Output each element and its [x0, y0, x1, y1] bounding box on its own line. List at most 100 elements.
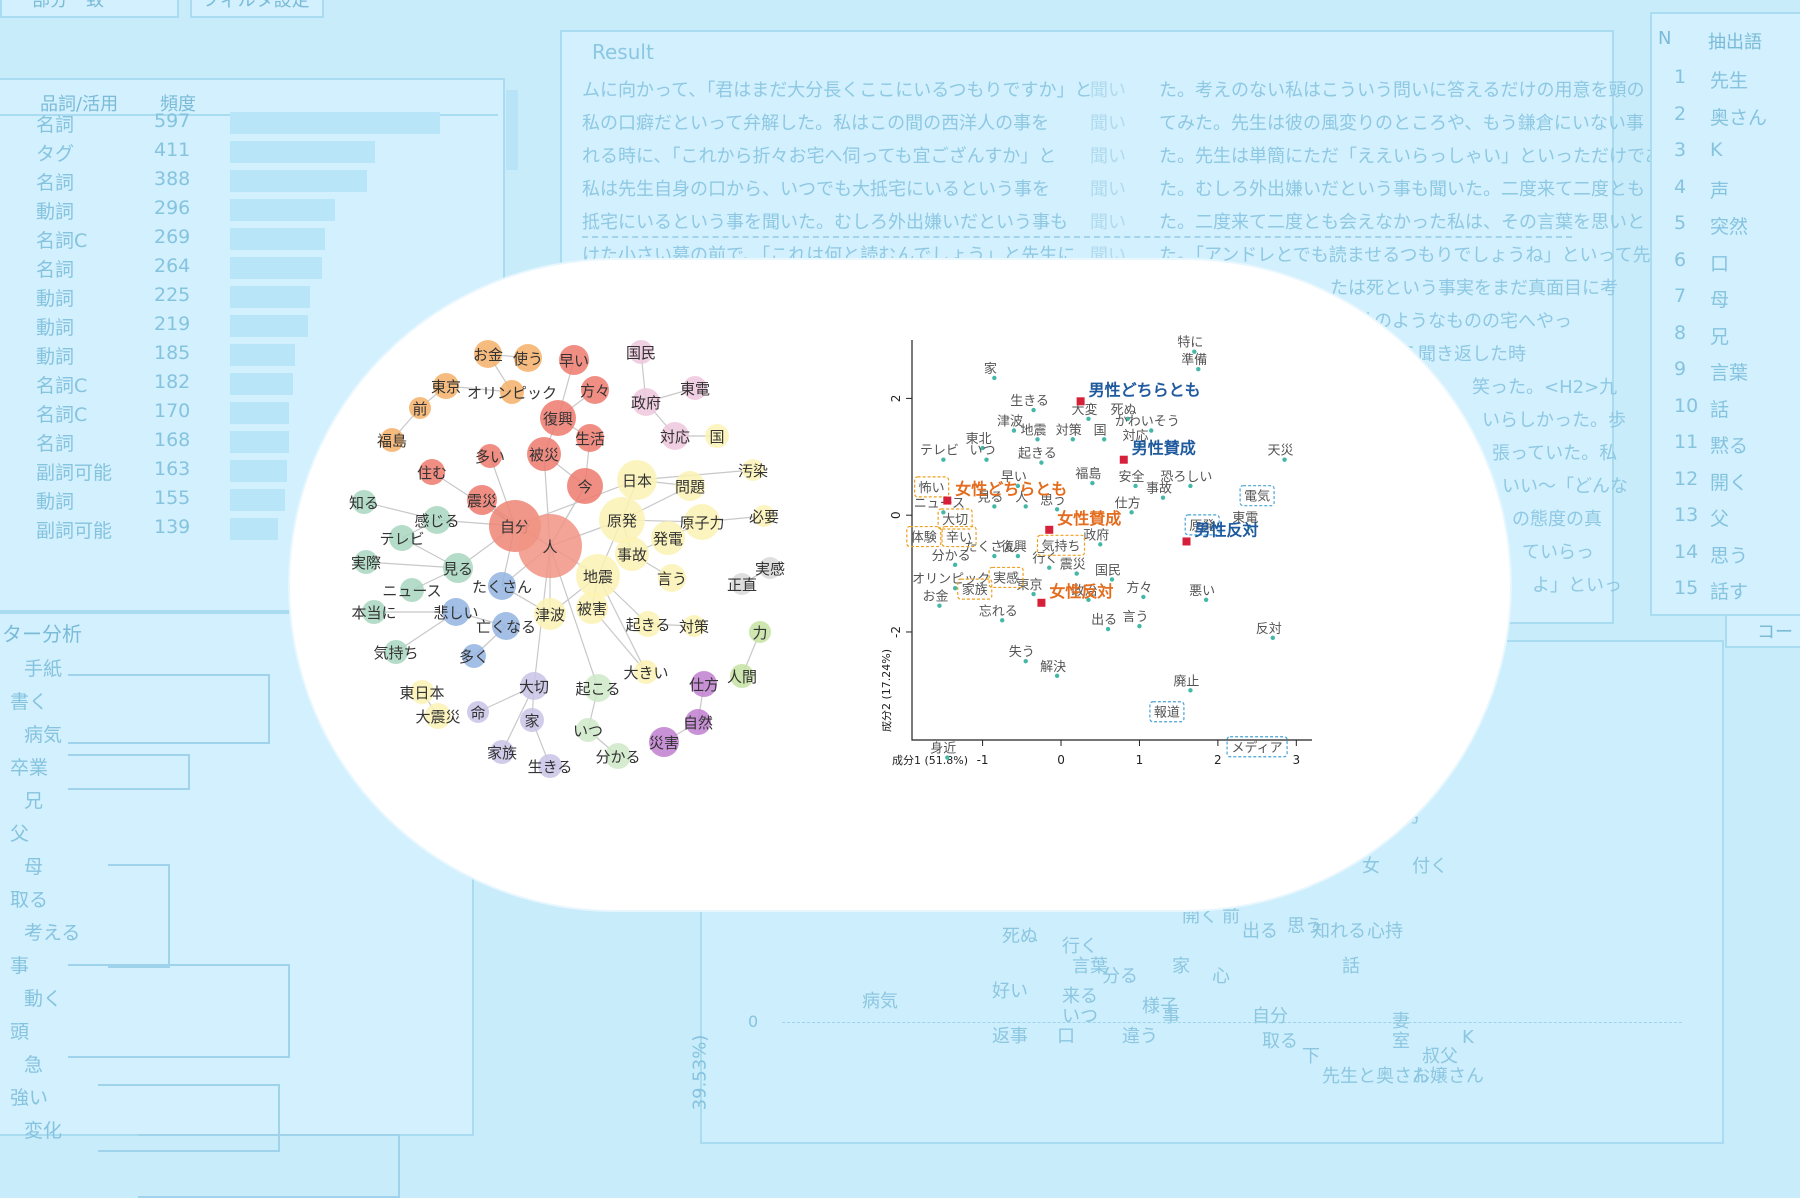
- table-row[interactable]: 名詞C 269: [0, 224, 498, 252]
- list-item[interactable]: 14 思う: [1652, 541, 1800, 571]
- kwic-right-context: たは死という事実をまだ真面目に考: [1330, 278, 1618, 299]
- network-node-circle: [520, 708, 544, 732]
- freq-bar: [230, 373, 293, 395]
- network-node-label: 早い: [559, 352, 589, 370]
- biplot-word-label: 恐ろしい: [1160, 470, 1212, 485]
- biplot-axes: [911, 340, 1312, 741]
- network-node-label: 対応: [660, 428, 690, 446]
- list-item[interactable]: 2 奥さん: [1652, 103, 1800, 133]
- network-node: 早い: [559, 345, 589, 375]
- list-item[interactable]: 11 黙る: [1652, 431, 1800, 461]
- network-node-circle: [380, 428, 404, 452]
- pos-cell: 動詞: [36, 201, 75, 223]
- table-row[interactable]: 名詞C 170: [0, 398, 498, 426]
- extracted-words-pane: N 抽出語 1 先生 2 奥さん 3 K 4 声 5 突然 6 口 7 母 8 兄 9 言葉 10 話 11 黙る 12 開く…: [1650, 12, 1800, 616]
- biplot-word-label: 身近: [930, 741, 956, 757]
- network-node-label: 分かる: [595, 748, 640, 766]
- network-node-circle: [362, 600, 386, 624]
- network-node: 日本: [617, 460, 657, 500]
- network-node-circle: [527, 437, 561, 471]
- table-row[interactable]: 名詞 168: [0, 427, 498, 455]
- table-row[interactable]: 動詞 296: [0, 195, 498, 223]
- biplot-word-label: かわいそう: [1115, 415, 1180, 430]
- bottom-plot-ylabel: 39.53%): [689, 1034, 711, 1111]
- table-row[interactable]: 副詞可能 163: [0, 456, 498, 484]
- word-cell: 父: [1710, 508, 1730, 530]
- category-marker: [1037, 598, 1046, 607]
- word-cell: 話: [1710, 398, 1730, 421]
- pos-cell: 名詞: [36, 259, 75, 281]
- biplot-highlight-word: 怖い: [919, 480, 945, 496]
- column-word[interactable]: 抽出語: [1708, 32, 1762, 53]
- table-row[interactable]: 名詞 388: [0, 166, 498, 194]
- biplot-word-point: [1129, 510, 1134, 515]
- list-item[interactable]: 9 言葉: [1652, 358, 1800, 388]
- category-label: 男性賛成: [1132, 439, 1196, 458]
- network-node-label: 大きい: [623, 664, 668, 682]
- biplot-word-label: 天災: [1268, 444, 1294, 459]
- table-row[interactable]: 動詞 225: [0, 282, 498, 310]
- biplot-word-point: [1015, 483, 1021, 489]
- coding-window-tab[interactable]: コー: [1725, 614, 1800, 648]
- table-row[interactable]: 副詞可能 139: [0, 514, 498, 542]
- table-row[interactable]: 名詞 597: [0, 108, 498, 136]
- biplot-word-label: 反対: [1256, 622, 1282, 637]
- kwic-right-context: の態度の真: [1512, 509, 1602, 530]
- table-row[interactable]: 動詞 219: [0, 311, 498, 339]
- list-item[interactable]: 13 父: [1652, 504, 1800, 534]
- list-item[interactable]: 15 話す: [1652, 577, 1800, 607]
- network-node-circle: [584, 674, 612, 702]
- freq-bar: [230, 460, 287, 482]
- network-node: 本当に: [351, 600, 397, 624]
- biplot-word-point: [980, 445, 985, 451]
- biplot-word-label: 思う: [1040, 493, 1066, 508]
- scrollbar[interactable]: [506, 90, 518, 170]
- bottom-plot-word: 話: [1342, 956, 1360, 977]
- table-row[interactable]: 動詞 185: [0, 340, 498, 368]
- biplot-word-point: [999, 618, 1005, 623]
- filter-settings-button[interactable]: フィルタ設定: [190, 0, 324, 18]
- rank-cell: 12: [1674, 467, 1699, 490]
- column-pos[interactable]: 品詞/活用: [40, 94, 119, 115]
- network-node: 起きる: [626, 611, 670, 637]
- word-cell: K: [1710, 139, 1723, 161]
- biplot-word-label: 出る: [1091, 613, 1117, 628]
- network-node-circle: [518, 514, 582, 578]
- biplot-word-point: [1188, 483, 1193, 489]
- biplot-word-point: [1031, 591, 1036, 597]
- table-row[interactable]: 名詞 264: [0, 253, 498, 281]
- category-marker: [1119, 455, 1128, 464]
- network-node: 事故: [615, 537, 649, 571]
- list-item[interactable]: 1 先生: [1652, 66, 1800, 96]
- match-mode-select[interactable]: 部分一致: [0, 0, 179, 18]
- biplot-word-point: [1023, 658, 1028, 664]
- freq-bar: [230, 170, 367, 192]
- biplot-word-point: [1133, 483, 1138, 489]
- bottom-plot-word: 病気: [862, 991, 898, 1012]
- kwic-keyword: 聞い: [1090, 113, 1126, 134]
- network-node: 力: [749, 621, 771, 643]
- network-node: 生きる: [528, 754, 572, 778]
- list-item[interactable]: 5 突然: [1652, 212, 1800, 242]
- list-item[interactable]: 10 話: [1652, 395, 1800, 425]
- column-n[interactable]: N: [1658, 28, 1672, 49]
- biplot-highlight-box: [957, 578, 993, 600]
- bottom-plot-word: 先生と奥さん: [1322, 1066, 1430, 1087]
- freq-bar: [230, 315, 308, 337]
- bottom-plot-word: 付く: [1412, 856, 1448, 877]
- list-item[interactable]: 12 開く: [1652, 468, 1800, 498]
- table-row[interactable]: 動詞 155: [0, 485, 498, 513]
- kwic-right-context: た。先生は単簡にただ「ええいらっしゃい」といっただけであっ: [1159, 146, 1681, 167]
- column-freq[interactable]: 頻度: [160, 94, 196, 115]
- bottom-plot-word: 思う: [1287, 916, 1323, 937]
- table-row[interactable]: 名詞C 182: [0, 369, 498, 397]
- biplot-highlight-box: [1149, 701, 1185, 723]
- kwic-left-context: れる時に、「これから折々お宅へ伺っても宜ござんすか」と: [582, 146, 1057, 167]
- table-row[interactable]: タグ 411: [0, 137, 498, 165]
